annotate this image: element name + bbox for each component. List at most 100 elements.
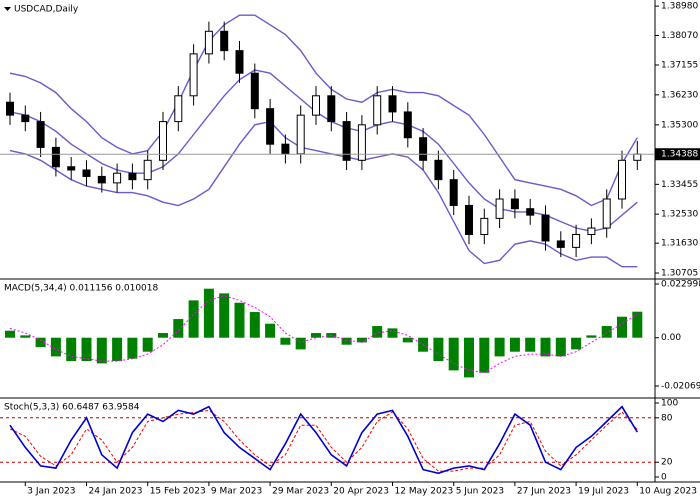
x-tick-label: 27 Jun 2023 [517, 487, 571, 497]
y-tick-label: 1.36230 [661, 90, 698, 100]
y-tick-label: 1.31630 [661, 239, 698, 249]
macd-bar [127, 337, 138, 359]
candle-body [36, 121, 45, 148]
stoch-title: Stoch(5,3,3) 60.6487 63.9584 [4, 403, 140, 413]
x-tick-label: 19 Jul 2023 [578, 487, 629, 497]
macd-bar [311, 333, 321, 338]
macd-bar [280, 337, 291, 345]
macd-bar [555, 337, 566, 357]
candle-body [189, 53, 198, 97]
candle-body [556, 240, 565, 248]
series-line [9, 405, 638, 475]
macd-bar [479, 337, 490, 373]
macd-bar [571, 337, 582, 350]
macd-bar [188, 300, 199, 338]
candle-body [419, 137, 428, 161]
candle-body [97, 175, 106, 184]
candle-body [357, 124, 366, 161]
macd-bar [234, 302, 245, 338]
x-tick-label: 24 Jan 2023 [89, 487, 143, 497]
y-tick-label: 1.37155 [661, 60, 698, 70]
x-tick-label: 10 Aug 2023 [639, 487, 697, 497]
macd-bar [402, 337, 413, 343]
candle-body [128, 172, 137, 181]
candle-body [510, 198, 519, 210]
candle-body [495, 198, 504, 219]
candle-body [403, 111, 412, 139]
y-tick-label: 1.38070 [661, 31, 698, 41]
macd-bar [540, 337, 551, 357]
macd-bar [387, 328, 398, 338]
candle-body [602, 198, 611, 229]
y-tick-label: 80 [661, 413, 673, 423]
candle-body [220, 30, 229, 52]
candle-body [312, 95, 320, 116]
candle-body [388, 95, 397, 113]
candle-body [51, 146, 60, 168]
candle-body [327, 95, 336, 123]
macd-bar [356, 337, 367, 343]
macd-bar [295, 337, 306, 350]
macd-bar [494, 337, 505, 357]
y-tick-label: 0 [661, 473, 667, 483]
candle-body [159, 121, 167, 161]
x-tick-label: 5 Jun 2023 [456, 487, 504, 497]
y-tick-label: 0.022998 [661, 280, 700, 290]
macd-bar [219, 293, 230, 338]
x-tick-label: 29 Mar 2023 [272, 487, 329, 497]
candle-body [281, 143, 290, 155]
series-line [9, 295, 638, 374]
macd-bar [509, 337, 520, 352]
macd-bar [203, 288, 214, 338]
series-line [9, 409, 638, 472]
macd-bar [372, 326, 383, 338]
candle-body [526, 208, 535, 216]
candle-body [572, 233, 581, 248]
candle-body [587, 227, 596, 235]
y-tick-label: 0.00 [661, 333, 681, 343]
macd-bar [35, 337, 46, 348]
macd-bar [5, 330, 15, 338]
macd-bar [142, 337, 153, 352]
x-tick-label: 12 May 2023 [395, 487, 454, 497]
macd-bar [617, 316, 627, 338]
candle-body [250, 72, 259, 110]
y-tick-label: 1.33455 [661, 180, 698, 190]
candle-body [204, 30, 213, 55]
x-tick-label: 15 Feb 2023 [150, 487, 206, 497]
series-line [9, 14, 638, 207]
macd-bar [265, 323, 276, 338]
y-tick-label: 1.35300 [661, 120, 698, 130]
x-tick-label: 3 Jan 2023 [27, 487, 75, 497]
macd-bar [158, 333, 168, 338]
y-tick-label: 100 [661, 399, 678, 409]
symbol-arrow [4, 7, 11, 11]
macd-bar [96, 337, 107, 364]
macd-bar [341, 337, 352, 345]
series-line [9, 120, 638, 268]
macd-bar [464, 337, 474, 378]
candle-body [143, 159, 152, 181]
chart-title: USDCAD,Daily [14, 5, 79, 15]
candle-body [541, 214, 550, 242]
y-tick-label: 1.30705 [661, 269, 698, 279]
y-tick-label: 1.32530 [661, 210, 698, 220]
candle-body [434, 159, 443, 181]
candle-body [235, 50, 244, 74]
macd-bar [586, 335, 597, 338]
candle-body [67, 166, 76, 171]
candle-body [465, 204, 473, 235]
macd-bar [66, 337, 77, 362]
candle-body [6, 101, 14, 116]
candle-body [113, 172, 122, 184]
macd-bar [525, 337, 536, 352]
candle-body [82, 169, 91, 177]
candle-body [618, 159, 626, 200]
macd-bar [433, 337, 444, 362]
candle-body [449, 179, 458, 206]
macd-bar [112, 337, 123, 362]
macd-title: MACD(5,34,4) 0.011156 0.010018 [4, 284, 159, 294]
